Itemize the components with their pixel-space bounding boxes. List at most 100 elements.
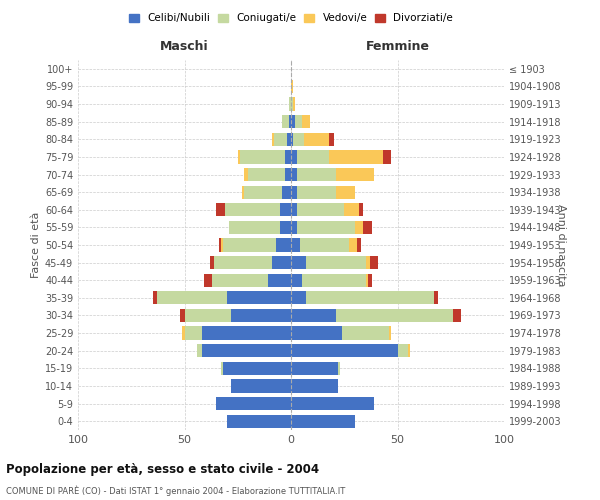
Bar: [299, 238, 349, 252]
Bar: [227, 414, 291, 428]
Bar: [355, 221, 364, 234]
Bar: [221, 238, 223, 252]
Legend: Celibi/Nubili, Coniugati/e, Vedovi/e, Divorziati/e: Celibi/Nubili, Coniugati/e, Vedovi/e, Di…: [129, 14, 453, 24]
Bar: [291, 397, 374, 410]
Bar: [291, 291, 306, 304]
Bar: [232, 380, 291, 392]
Bar: [217, 203, 225, 216]
Bar: [365, 256, 370, 269]
Text: Popolazione per età, sesso e stato civile - 2004: Popolazione per età, sesso e stato civil…: [6, 462, 319, 475]
Bar: [212, 274, 268, 287]
Bar: [291, 80, 293, 93]
Bar: [302, 115, 310, 128]
Bar: [289, 98, 291, 110]
Bar: [383, 150, 391, 164]
Bar: [157, 291, 227, 304]
Bar: [329, 132, 334, 146]
Bar: [202, 326, 291, 340]
Bar: [291, 238, 299, 252]
Bar: [370, 256, 379, 269]
Bar: [229, 221, 280, 234]
Bar: [225, 203, 280, 216]
Bar: [221, 362, 223, 375]
Bar: [287, 132, 291, 146]
Bar: [344, 203, 359, 216]
Bar: [293, 132, 304, 146]
Bar: [283, 115, 289, 128]
Bar: [218, 238, 221, 252]
Bar: [238, 150, 240, 164]
Bar: [298, 221, 355, 234]
Bar: [357, 238, 361, 252]
Text: Femmine: Femmine: [365, 40, 430, 53]
Bar: [291, 150, 298, 164]
Bar: [298, 186, 336, 198]
Bar: [306, 291, 434, 304]
Bar: [349, 238, 357, 252]
Bar: [197, 344, 202, 358]
Bar: [306, 256, 365, 269]
Bar: [227, 291, 291, 304]
Bar: [398, 344, 408, 358]
Bar: [223, 362, 291, 375]
Bar: [291, 274, 302, 287]
Bar: [240, 150, 284, 164]
Bar: [180, 309, 185, 322]
Bar: [291, 256, 306, 269]
Bar: [217, 397, 291, 410]
Bar: [365, 274, 368, 287]
Bar: [342, 326, 389, 340]
Bar: [291, 326, 342, 340]
Bar: [152, 291, 157, 304]
Bar: [276, 238, 291, 252]
Bar: [359, 203, 364, 216]
Y-axis label: Fasce di età: Fasce di età: [31, 212, 41, 278]
Bar: [293, 98, 295, 110]
Bar: [185, 326, 202, 340]
Bar: [291, 186, 298, 198]
Bar: [368, 274, 372, 287]
Bar: [298, 150, 329, 164]
Bar: [274, 132, 287, 146]
Bar: [284, 168, 291, 181]
Bar: [272, 256, 291, 269]
Bar: [291, 98, 293, 110]
Bar: [272, 132, 274, 146]
Bar: [214, 256, 272, 269]
Bar: [232, 309, 291, 322]
Bar: [244, 186, 283, 198]
Bar: [302, 274, 365, 287]
Bar: [223, 238, 276, 252]
Bar: [298, 168, 336, 181]
Bar: [336, 168, 374, 181]
Bar: [202, 344, 291, 358]
Bar: [291, 115, 295, 128]
Bar: [210, 256, 214, 269]
Bar: [280, 221, 291, 234]
Bar: [242, 186, 244, 198]
Bar: [291, 168, 298, 181]
Bar: [280, 203, 291, 216]
Bar: [304, 132, 329, 146]
Bar: [298, 203, 344, 216]
Bar: [284, 150, 291, 164]
Bar: [291, 309, 336, 322]
Bar: [185, 309, 232, 322]
Bar: [364, 221, 372, 234]
Text: COMUNE DI PARÈ (CO) - Dati ISTAT 1° gennaio 2004 - Elaborazione TUTTITALIA.IT: COMUNE DI PARÈ (CO) - Dati ISTAT 1° genn…: [6, 485, 345, 496]
Bar: [408, 344, 410, 358]
Bar: [291, 380, 338, 392]
Text: Maschi: Maschi: [160, 40, 209, 53]
Bar: [434, 291, 438, 304]
Bar: [289, 115, 291, 128]
Bar: [182, 326, 185, 340]
Bar: [338, 362, 340, 375]
Bar: [248, 168, 284, 181]
Bar: [283, 186, 291, 198]
Bar: [389, 326, 391, 340]
Bar: [244, 168, 248, 181]
Bar: [291, 221, 298, 234]
Bar: [291, 132, 293, 146]
Bar: [329, 150, 383, 164]
Bar: [203, 274, 212, 287]
